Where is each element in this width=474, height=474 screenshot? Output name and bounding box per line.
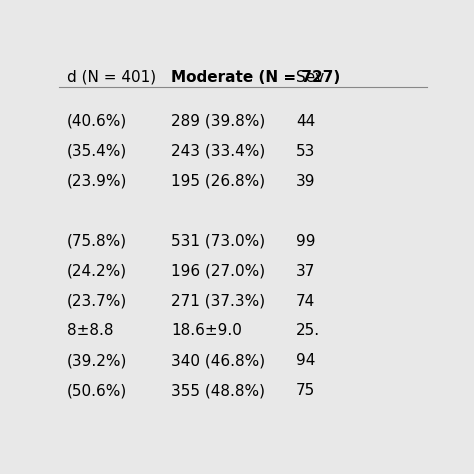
Text: 53: 53 bbox=[296, 144, 316, 159]
Text: (50.6%): (50.6%) bbox=[66, 383, 127, 398]
Text: 25.: 25. bbox=[296, 323, 320, 338]
Text: Moderate (N = 727): Moderate (N = 727) bbox=[171, 70, 340, 85]
Text: (24.2%): (24.2%) bbox=[66, 264, 127, 279]
Text: 195 (26.8%): 195 (26.8%) bbox=[171, 174, 265, 189]
Text: 531 (73.0%): 531 (73.0%) bbox=[171, 234, 265, 249]
Text: 340 (46.8%): 340 (46.8%) bbox=[171, 354, 265, 368]
Text: 75: 75 bbox=[296, 383, 315, 398]
Text: (75.8%): (75.8%) bbox=[66, 234, 127, 249]
Text: (23.9%): (23.9%) bbox=[66, 174, 127, 189]
Text: 74: 74 bbox=[296, 293, 315, 309]
Text: 94: 94 bbox=[296, 354, 316, 368]
Text: d (N = 401): d (N = 401) bbox=[66, 70, 156, 85]
Text: 44: 44 bbox=[296, 114, 315, 129]
Text: 37: 37 bbox=[296, 264, 316, 279]
Text: (39.2%): (39.2%) bbox=[66, 354, 127, 368]
Text: 8±8.8: 8±8.8 bbox=[66, 323, 113, 338]
Text: 289 (39.8%): 289 (39.8%) bbox=[171, 114, 265, 129]
Text: (35.4%): (35.4%) bbox=[66, 144, 127, 159]
Text: 355 (48.8%): 355 (48.8%) bbox=[171, 383, 265, 398]
Text: 99: 99 bbox=[296, 234, 316, 249]
Text: (40.6%): (40.6%) bbox=[66, 114, 127, 129]
Text: (23.7%): (23.7%) bbox=[66, 293, 127, 309]
Text: 196 (27.0%): 196 (27.0%) bbox=[171, 264, 265, 279]
Text: Sev: Sev bbox=[296, 70, 324, 85]
Text: 271 (37.3%): 271 (37.3%) bbox=[171, 293, 265, 309]
Text: 18.6±9.0: 18.6±9.0 bbox=[171, 323, 242, 338]
Text: 39: 39 bbox=[296, 174, 316, 189]
Text: 243 (33.4%): 243 (33.4%) bbox=[171, 144, 265, 159]
